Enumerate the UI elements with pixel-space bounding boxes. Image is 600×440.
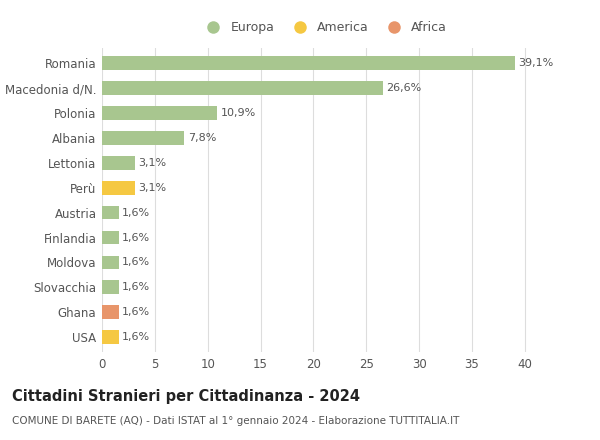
Bar bbox=[102, 330, 119, 344]
Text: 1,6%: 1,6% bbox=[122, 282, 150, 292]
Bar bbox=[102, 206, 119, 220]
Bar bbox=[102, 106, 217, 120]
Bar bbox=[102, 305, 119, 319]
Text: 1,6%: 1,6% bbox=[122, 232, 150, 242]
Bar bbox=[102, 56, 515, 70]
Bar bbox=[102, 81, 383, 95]
Text: 1,6%: 1,6% bbox=[122, 307, 150, 317]
Bar bbox=[102, 181, 135, 194]
Bar bbox=[102, 156, 135, 170]
Bar bbox=[102, 256, 119, 269]
Text: 1,6%: 1,6% bbox=[122, 208, 150, 218]
Text: 3,1%: 3,1% bbox=[138, 158, 166, 168]
Legend: Europa, America, Africa: Europa, America, Africa bbox=[201, 21, 447, 34]
Text: 1,6%: 1,6% bbox=[122, 332, 150, 342]
Text: Cittadini Stranieri per Cittadinanza - 2024: Cittadini Stranieri per Cittadinanza - 2… bbox=[12, 389, 360, 404]
Text: 26,6%: 26,6% bbox=[386, 83, 422, 93]
Text: 39,1%: 39,1% bbox=[518, 59, 554, 68]
Text: 3,1%: 3,1% bbox=[138, 183, 166, 193]
Bar bbox=[102, 231, 119, 244]
Text: 1,6%: 1,6% bbox=[122, 257, 150, 268]
Text: 7,8%: 7,8% bbox=[188, 133, 216, 143]
Bar bbox=[102, 280, 119, 294]
Bar bbox=[102, 131, 184, 145]
Text: COMUNE DI BARETE (AQ) - Dati ISTAT al 1° gennaio 2024 - Elaborazione TUTTITALIA.: COMUNE DI BARETE (AQ) - Dati ISTAT al 1°… bbox=[12, 416, 460, 426]
Text: 10,9%: 10,9% bbox=[220, 108, 256, 118]
